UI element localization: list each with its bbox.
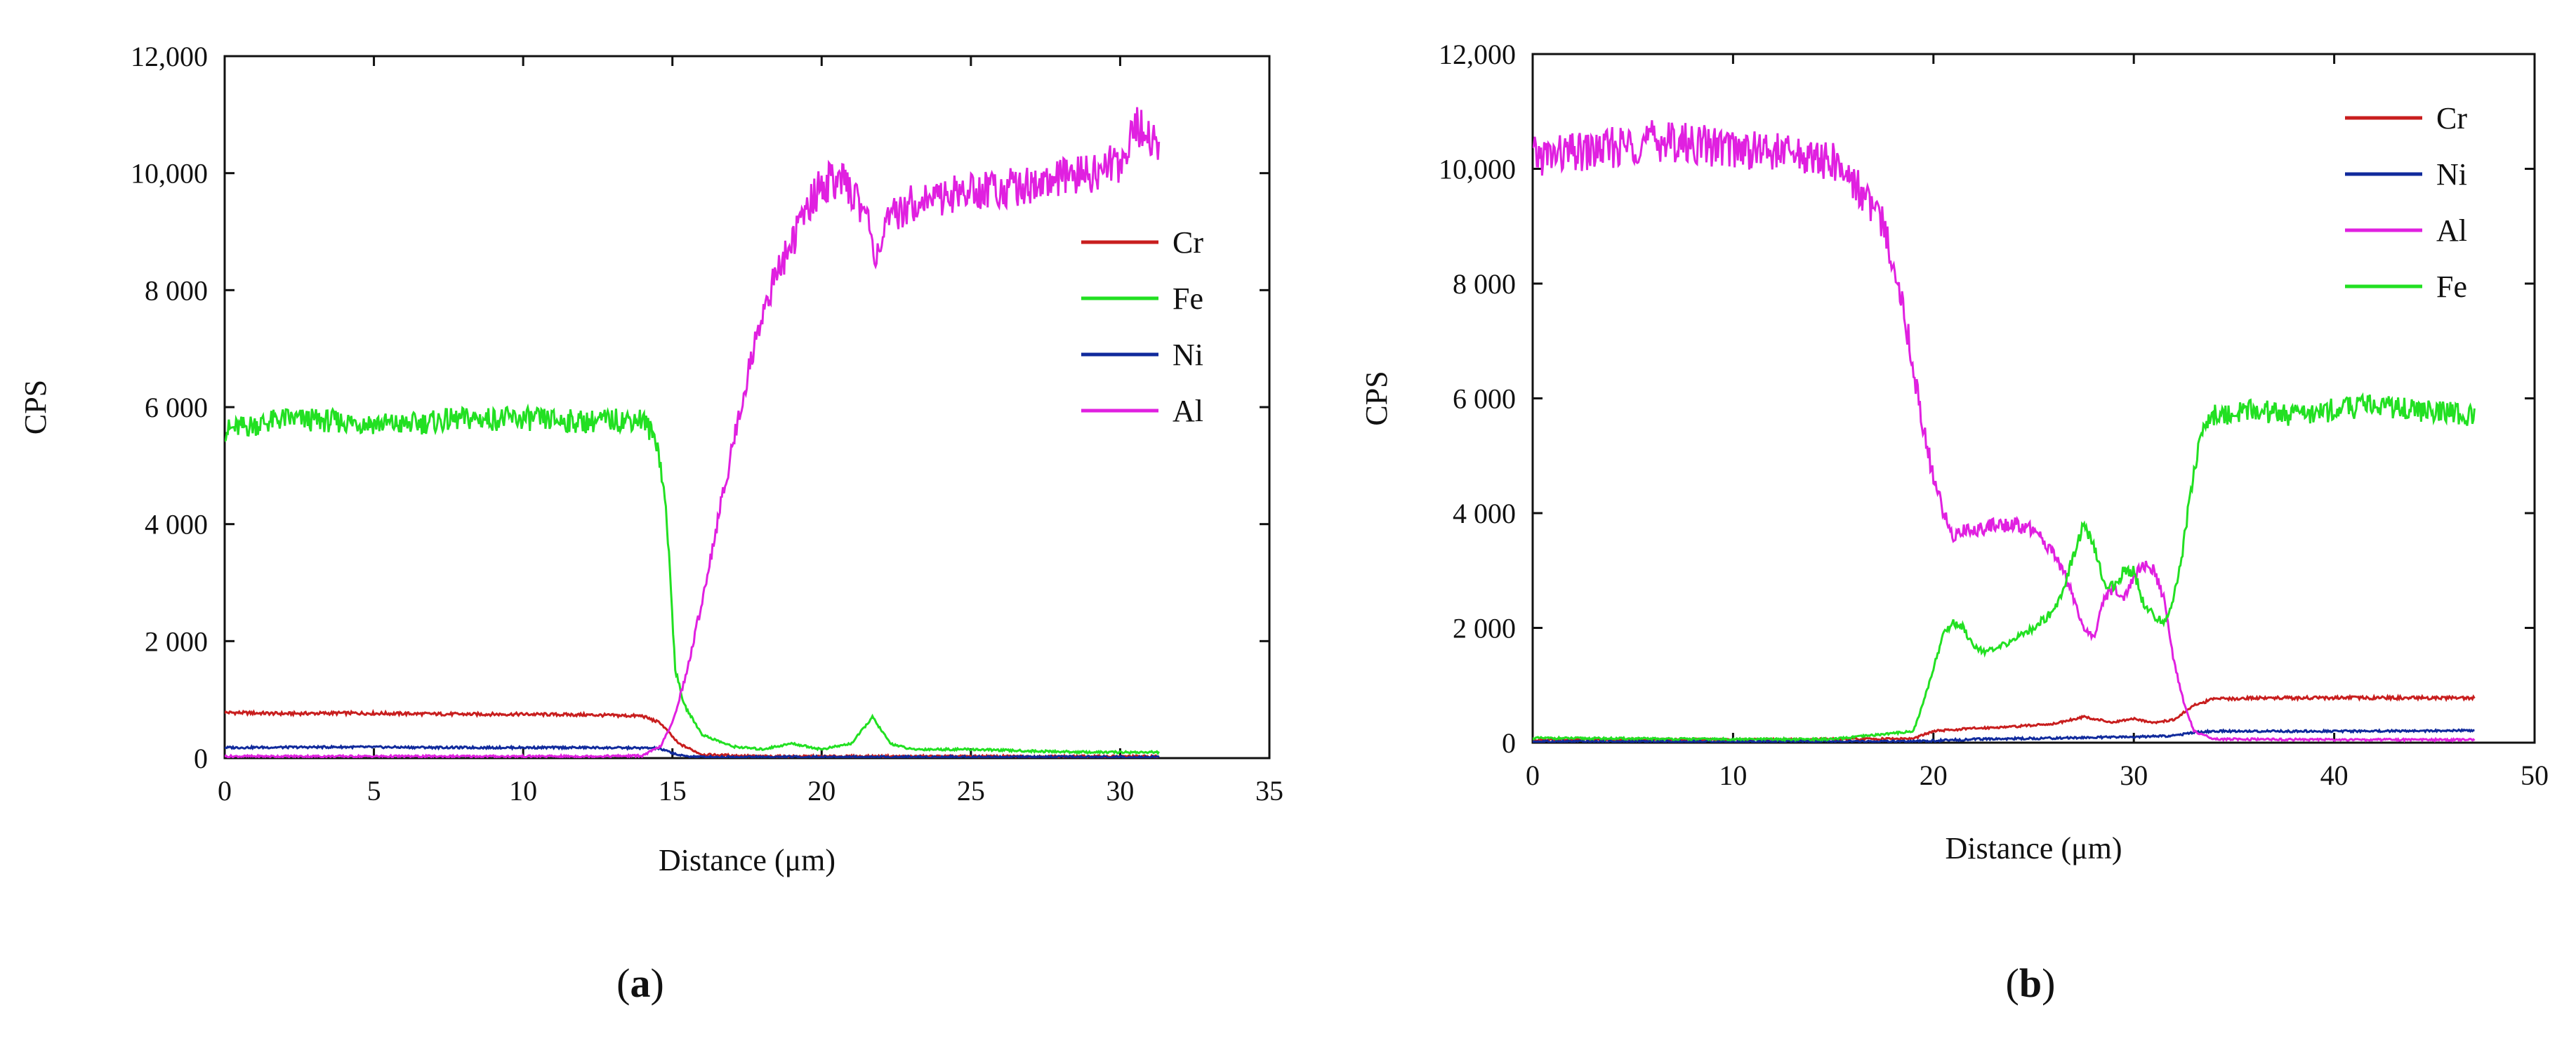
x-tick-label: 35 [1255,775,1283,807]
y-tick-label: 12,000 [131,41,208,72]
panel-label: (a) [616,960,664,1006]
legend-a: Cr Fe Ni Al [1081,225,1203,428]
y-tick-label: 8 000 [145,274,208,306]
x-tick-label: 0 [218,775,232,807]
y-tick-label: 6 000 [1453,383,1516,415]
y-tick-label: 2 000 [1453,613,1516,644]
series-line-al [225,107,1161,758]
x-tick-label: 25 [957,775,985,807]
legend-label: Cr [1173,225,1203,260]
x-axis-label: Distance (μm) [1945,831,2122,866]
chart-b: 0 10 20 30 40 50 0 2 000 4 000 6 000 8 000 10,000 12… [1359,39,2549,1006]
y-tick-label: 6 000 [145,392,208,423]
x-tick-label: 50 [2521,760,2549,791]
y-tick-label: 0 [194,743,208,774]
x-tick-label: 5 [367,775,381,807]
y-tick-label: 12,000 [1439,39,1516,70]
y-tick-label: 0 [1502,727,1516,759]
series-line-ni [1533,728,2475,743]
x-tick-label: 20 [1920,760,1948,791]
y-tick-label: 4 000 [1453,498,1516,529]
x-tick-label: 0 [1526,760,1540,791]
y-tick-label: 10,000 [1439,154,1516,185]
series-line-fe [1533,392,2476,743]
y-axis-label: CPS [1359,371,1394,425]
series-line-al [1533,120,2476,743]
x-tick-label: 15 [659,775,687,807]
y-tick-label: 10,000 [131,158,208,190]
chart-a: 0 5 10 15 20 25 30 35 0 2 000 4 000 6 000 8 000 10,00… [18,41,1283,1006]
y-tick-label: 2 000 [145,625,208,657]
legend-label: Cr [2436,101,2467,135]
legend-b: Cr Ni Al Fe [2345,101,2467,304]
panel-label: (b) [2006,960,2056,1006]
x-tick-label: 10 [509,775,537,807]
x-tick-label: 30 [1106,775,1134,807]
series-line-fe [225,403,1160,756]
legend-label: Fe [1173,281,1203,316]
series-line-ni [225,744,1160,758]
legend-label: Ni [2436,157,2467,192]
series-line-cr [225,708,1160,758]
y-axis-label: CPS [18,380,53,435]
legend-label: Al [1173,394,1203,428]
y-tick-label: 8 000 [1453,268,1516,300]
legend-label: Fe [2436,270,2467,304]
x-tick-label: 30 [2120,760,2148,791]
x-tick-label: 40 [2320,760,2349,791]
x-tick-label: 10 [1719,760,1747,791]
x-tick-label: 20 [807,775,835,807]
x-axis-label: Distance (μm) [659,843,835,877]
y-tick-label: 4 000 [145,509,208,541]
legend-label: Al [2436,213,2467,248]
legend-label: Ni [1173,338,1203,372]
